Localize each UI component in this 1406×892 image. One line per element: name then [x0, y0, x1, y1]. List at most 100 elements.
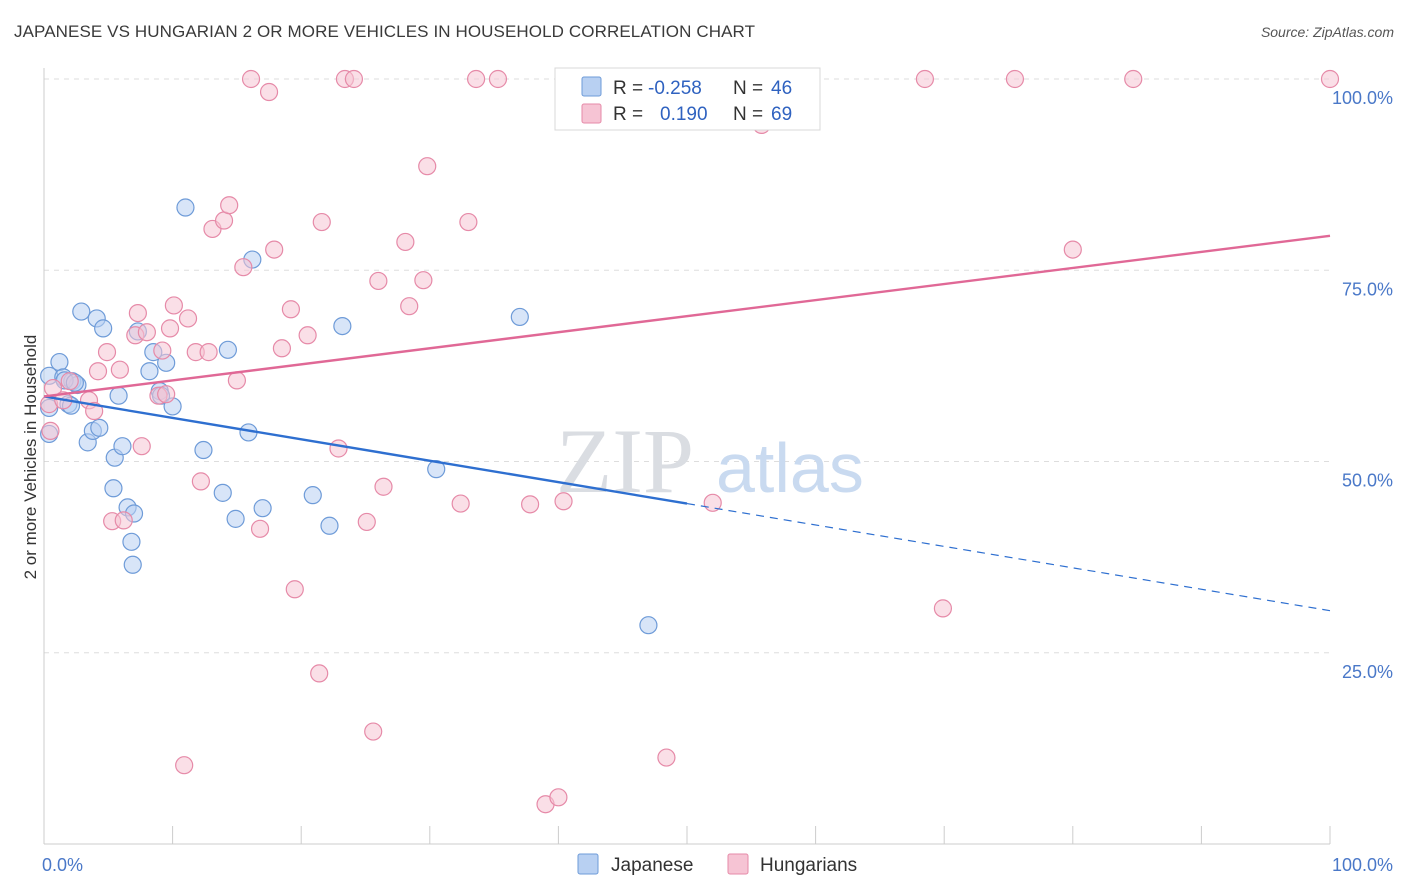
point-japanese: [94, 319, 113, 338]
point-hungarian: [41, 421, 60, 440]
point-hungarian: [298, 326, 317, 345]
point-japanese: [320, 516, 339, 535]
point-japanese: [639, 616, 658, 635]
point-hungarian: [915, 69, 935, 89]
point-japanese: [109, 386, 128, 405]
point-hungarian: [153, 341, 172, 360]
data-points: [40, 69, 1340, 814]
point-hungarian: [265, 240, 284, 259]
point-hungarian: [451, 494, 470, 513]
y-tick-label: 25.0%: [1342, 662, 1393, 682]
point-japanese: [194, 440, 213, 460]
point-hungarian: [43, 378, 63, 398]
legend-r-label: R =: [613, 104, 643, 125]
point-hungarian: [191, 472, 210, 491]
point-hungarian: [178, 309, 198, 328]
legend-n-label: N =: [733, 104, 763, 125]
point-japanese: [50, 352, 69, 372]
point-hungarian: [241, 69, 261, 89]
legend-n-value: 46: [771, 78, 792, 99]
point-japanese: [176, 198, 195, 217]
tick-labels: 25.0% 50.0% 75.0% 100.0% 0.0% 100.0%: [42, 88, 1393, 875]
point-hungarian: [459, 212, 478, 232]
point-japanese: [122, 532, 141, 551]
point-hungarian: [554, 492, 573, 511]
point-japanese: [123, 555, 142, 574]
point-hungarian: [1124, 69, 1143, 89]
point-japanese: [90, 418, 109, 437]
point-hungarian: [272, 339, 292, 358]
point-hungarian: [414, 271, 433, 290]
bottom-legend-swatch-japanese: [577, 853, 599, 875]
point-hungarian: [259, 82, 279, 102]
point-hungarian: [137, 323, 156, 342]
point-hungarian: [60, 372, 79, 391]
point-hungarian: [466, 69, 486, 89]
point-hungarian: [214, 211, 234, 230]
point-hungarian: [132, 437, 151, 456]
point-hungarian: [396, 232, 415, 252]
point-hungarian: [199, 343, 218, 362]
point-hungarian: [521, 495, 540, 514]
legend-swatch-hungarians: [581, 103, 602, 124]
point-japanese: [253, 499, 272, 518]
bottom-legend: Japanese Hungarians: [577, 853, 857, 876]
point-japanese: [333, 316, 352, 336]
legend-n-value: 69: [771, 104, 792, 125]
trend-lines: [43, 234, 1331, 612]
point-hungarian: [312, 212, 331, 232]
watermark-zip: ZIP: [556, 410, 694, 512]
point-hungarian: [97, 343, 117, 362]
point-hungarian: [281, 300, 301, 319]
point-hungarian: [400, 297, 419, 316]
legend-r-value: 0.190: [660, 104, 708, 125]
point-japanese: [213, 483, 232, 502]
y-axis-title: 2 or more Vehicles in Household: [21, 335, 40, 580]
point-hungarian: [164, 296, 183, 315]
point-hungarian: [357, 512, 376, 532]
point-hungarian: [364, 722, 383, 741]
point-hungarian: [549, 788, 568, 807]
chart-title: JAPANESE VS HUNGARIAN 2 OR MORE VEHICLES…: [14, 22, 756, 41]
legend-r-label: R =: [613, 78, 643, 99]
bottom-legend-hungarians: Hungarians: [760, 855, 857, 876]
point-hungarian: [933, 599, 953, 618]
point-hungarian: [220, 196, 239, 215]
legend-row-japanese: R = -0.258 N = 46: [581, 76, 792, 99]
point-hungarian: [1005, 69, 1025, 89]
point-hungarian: [374, 477, 393, 496]
point-japanese: [303, 486, 322, 505]
grid-lines: [44, 78, 1330, 654]
trendline-hungarian: [43, 234, 1331, 398]
point-japanese: [72, 302, 91, 321]
x-tick-label: 100.0%: [1332, 855, 1393, 875]
trendline-extension-japanese: [686, 502, 1331, 612]
legend-swatch-japanese: [581, 76, 602, 97]
point-hungarian: [227, 371, 246, 390]
point-japanese: [113, 437, 132, 456]
point-hungarian: [488, 69, 508, 89]
point-japanese: [140, 362, 159, 381]
legend-r-value: -0.258: [648, 78, 702, 99]
y-tick-label: 50.0%: [1342, 471, 1393, 491]
point-hungarian: [285, 580, 304, 599]
legend-row-hungarians: R = 0.190 N = 69: [581, 103, 792, 125]
point-hungarian: [234, 258, 253, 277]
point-hungarian: [175, 756, 194, 775]
point-hungarian: [1320, 69, 1340, 89]
bottom-legend-japanese: Japanese: [611, 855, 693, 876]
point-hungarian: [160, 319, 180, 338]
bottom-legend-swatch-hungarians: [727, 853, 749, 875]
point-hungarian: [369, 271, 388, 291]
point-hungarian: [310, 664, 329, 683]
x-tick-label: 0.0%: [42, 855, 83, 875]
y-tick-label: 100.0%: [1332, 88, 1393, 108]
point-hungarian: [1063, 240, 1082, 259]
point-hungarian: [128, 303, 147, 323]
trendline-japanese: [43, 395, 688, 505]
point-japanese: [510, 307, 529, 327]
point-japanese: [218, 340, 237, 359]
chart-source: Source: ZipAtlas.com: [1260, 24, 1394, 40]
point-hungarian: [85, 401, 104, 421]
